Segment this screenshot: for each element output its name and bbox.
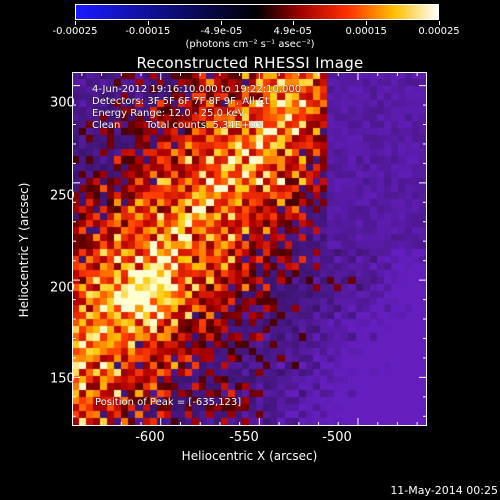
x-axis-label: Heliocentric X (arcsec) bbox=[181, 449, 318, 463]
energy-range-label: Energy Range: 12.0 - 25.0 keV bbox=[92, 108, 245, 119]
colorbar-tick-mark bbox=[366, 21, 368, 25]
detectors-label: Detectors: 3F 5F 6F 7F 8F 9F, All Ct bbox=[92, 96, 269, 107]
x-tick-label: -600 bbox=[135, 430, 165, 445]
colorbar-tick-mark bbox=[147, 21, 149, 25]
y-axis-label: Heliocentric Y (arcsec) bbox=[17, 182, 31, 318]
chart-title: Reconstructed RHESSI Image bbox=[136, 54, 364, 72]
colorbar-tick-label: -0.00015 bbox=[125, 26, 171, 37]
colorbar-units: (photons cm⁻² s⁻¹ asec⁻²) bbox=[185, 39, 315, 50]
plot-date: 11-May-2014 00:25 bbox=[390, 484, 498, 497]
plot-frame bbox=[72, 72, 427, 426]
plot-area bbox=[72, 72, 427, 426]
y-tick-label: 300 bbox=[50, 95, 75, 111]
colorbar bbox=[75, 4, 439, 20]
colorbar-tick-label: -0.00025 bbox=[52, 26, 98, 37]
total-counts-label: Total counts: 5.34E+03 bbox=[146, 120, 263, 131]
x-tick-label: -500 bbox=[322, 430, 352, 445]
colorbar-tick-label: 0.00015 bbox=[345, 26, 387, 37]
colorbar-tick-mark bbox=[221, 21, 223, 25]
x-tick-label: -550 bbox=[229, 430, 259, 445]
y-tick-label: 250 bbox=[50, 188, 75, 204]
colorbar-tick-mark bbox=[292, 21, 294, 25]
colorbar-tick-label: 4.9e-05 bbox=[273, 26, 312, 37]
time-range-label: 4-Jun-2012 19:16:10.000 to 19:22:10.000 bbox=[92, 84, 302, 95]
colorbar-tick-mark bbox=[439, 21, 440, 25]
clean-label: Clean bbox=[92, 120, 121, 131]
colorbar-tick-label: -4.9e-05 bbox=[200, 26, 243, 37]
colorbar-tick-label: 0.00025 bbox=[418, 26, 460, 37]
y-tick-label: 150 bbox=[50, 371, 75, 387]
y-tick-label: 200 bbox=[50, 280, 75, 296]
colorbar-tick-mark bbox=[75, 21, 76, 25]
heatmap-image bbox=[72, 72, 427, 426]
peak-position-label: Position of Peak = [-635,123] bbox=[95, 397, 242, 408]
